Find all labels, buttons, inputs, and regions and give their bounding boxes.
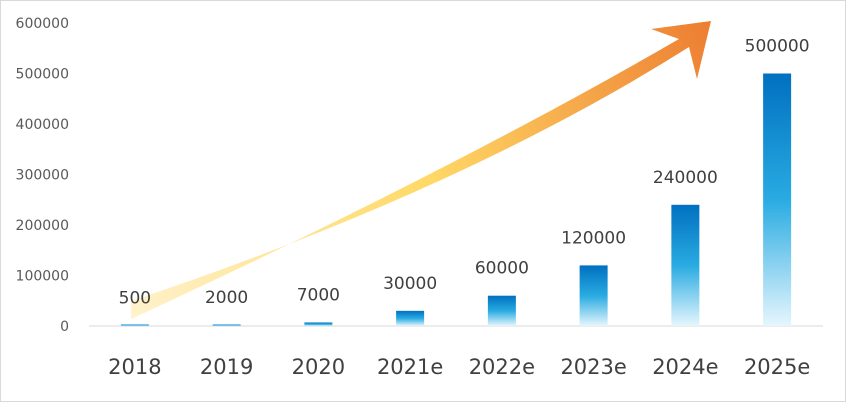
bar-2024e	[671, 204, 700, 326]
x-tick-label-2021e: 2021e	[377, 355, 443, 379]
y-tick-label: 100000	[16, 269, 69, 285]
y-tick-label: 300000	[16, 168, 69, 184]
y-tick-label: 200000	[16, 218, 69, 234]
bar-2019	[212, 324, 241, 326]
x-tick-label-2023e: 2023e	[560, 355, 626, 379]
data-labels: 500 2000 7000 30000 60000 120000 240000 500000	[119, 37, 810, 309]
y-tick-label: 400000	[16, 117, 69, 133]
y-tick-label: 500000	[16, 67, 69, 83]
bar-2025e	[763, 73, 792, 326]
bar-2018	[120, 324, 149, 326]
x-tick-label-2019: 2019	[200, 355, 253, 379]
y-tick-label: 0	[60, 319, 69, 335]
bar-2022e	[487, 295, 516, 326]
x-tick-label-2022e: 2022e	[469, 355, 535, 379]
y-axis-ticks: 0 100000 200000 300000 400000 500000 600000	[16, 16, 69, 335]
bar-2023e	[579, 265, 608, 326]
data-label-2024e: 240000	[653, 168, 718, 188]
x-axis-ticks: 2018 2019 2020 2021e 2022e 2023e 2024e 2025e	[108, 355, 810, 379]
x-tick-label-2025e: 2025e	[744, 355, 810, 379]
x-tick-label-2020: 2020	[292, 355, 345, 379]
data-label-2022e: 60000	[475, 259, 529, 279]
y-tick-label: 600000	[16, 16, 69, 32]
x-tick-label-2018: 2018	[108, 355, 161, 379]
data-label-2018: 500	[119, 289, 151, 309]
data-label-2020: 7000	[297, 285, 340, 305]
data-label-2025e: 500000	[745, 37, 810, 57]
bar-2020	[304, 322, 333, 326]
bar-2021e	[396, 310, 425, 326]
x-tick-label-2024e: 2024e	[652, 355, 718, 379]
bar-series	[120, 73, 792, 326]
data-label-2019: 2000	[205, 288, 248, 308]
data-label-2023e: 120000	[561, 228, 626, 248]
data-label-2021e: 30000	[383, 274, 437, 294]
growth-arrow-icon	[131, 21, 711, 319]
